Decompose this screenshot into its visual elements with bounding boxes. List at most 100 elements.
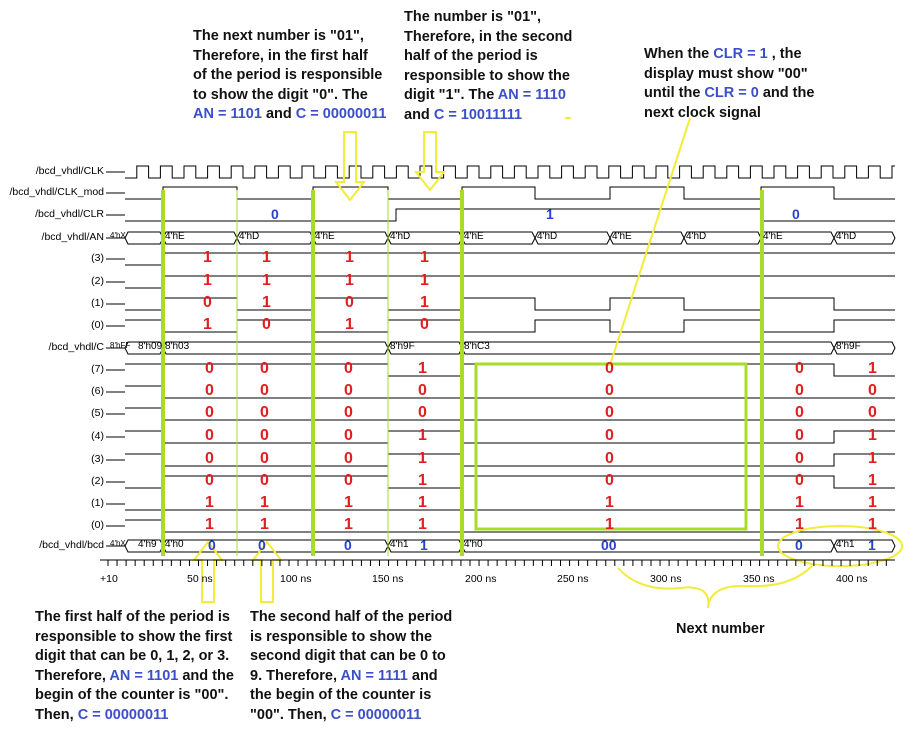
clr-waveform [125,208,895,222]
c-bit2-waveform [125,475,895,489]
c-bit-annotation: 1 [868,472,877,489]
an-bit-annotation: 1 [203,272,212,289]
note-line: When the CLR = 1 , the [644,45,844,65]
signal-label: (3) [91,252,104,264]
and-text: and [404,106,434,123]
note-line: 9. Therefore, AN = 1111 and [250,667,465,687]
text: When the [644,46,714,62]
c-bit-annotation: 0 [868,404,877,421]
c-bit-annotation: 1 [344,494,353,511]
c-bit-annotation: 0 [868,382,877,399]
c-bus-value: 8'h9F [836,341,861,352]
note-line: Then, C = 00000011 [35,706,250,726]
time-axis-label: 250 ns [557,573,589,585]
an-bit0-waveform [125,319,895,333]
c-bit-annotation: 1 [344,516,353,533]
c-bit-annotation: 0 [260,404,269,421]
note-line: The second half of the period [250,609,453,625]
c-bit-annotation: 0 [418,404,427,421]
time-axis-label: 150 ns [372,573,404,585]
c-bit-annotation: 0 [260,360,269,377]
clr-value-annotation: 0 [792,206,800,222]
c-bus-value: 8'h9F [390,341,415,352]
c-bit-annotation: 1 [605,516,614,533]
clr-value-annotation: 1 [546,206,554,222]
note-line: begin of the counter is "00". [35,687,229,703]
note-clr: When the CLR = 1 , the display must show… [644,45,844,123]
c-bit6-waveform [125,385,895,399]
bcd-bus-value: 4'h1 [836,539,855,550]
marker-line [460,190,464,556]
clr-value-annotation: 0 [271,206,279,222]
bcd-value-annotation: 0 [795,537,803,553]
c-bit-annotation: 0 [605,472,614,489]
c-bit-annotation: 1 [868,494,877,511]
note-line: half of the period is [404,48,538,64]
an-bus-value: 4'hD [537,231,558,242]
c-bit-annotation: 0 [205,382,214,399]
c-bit-annotation: 1 [868,360,877,377]
signal-label: (2) [91,475,104,487]
clr-value: CLR = 1 [713,46,768,62]
c-bit4-waveform [125,430,895,444]
c-bit-annotation: 0 [605,382,614,399]
an-bit1-waveform [125,297,895,311]
c-value: C = 00000011 [295,106,387,122]
an-bit-annotation: 1 [203,316,212,333]
c-bit-annotation: 0 [205,427,214,444]
an-bus-segment [124,231,164,245]
signal-label: (4) [91,430,104,442]
an-bit-annotation: 1 [262,272,271,289]
time-axis-label: +10 [100,573,118,585]
c-bit-annotation: 1 [418,472,427,489]
an-bit-annotation: 0 [262,316,271,333]
c-bit-annotation: 0 [795,450,804,467]
note-line: "00". Then, C = 00000011 [250,706,465,726]
clr-value: CLR = 0 [704,85,759,101]
text: Then, [35,706,78,723]
c-bit-annotation: 0 [260,382,269,399]
c-bit-annotation: 0 [344,450,353,467]
note-line: The first half of the period is [35,609,230,625]
c-bit-annotation: 0 [260,450,269,467]
c-bit-annotation: 0 [205,450,214,467]
c-bit-annotation: 1 [205,516,214,533]
signal-label: (1) [91,297,104,309]
c-value: C = 10011111 [433,106,523,123]
time-axis-label: 300 ns [650,573,682,585]
clk-mod-waveform [125,186,895,200]
c-bit-annotation: 1 [418,427,427,444]
signal-label: (6) [91,385,104,397]
next-number-label: Next number [676,621,765,637]
note-line: is responsible to show the [250,628,433,645]
note-line: Therefore, AN = 1101 and the [35,667,250,687]
text: Therefore, [35,667,110,684]
note-line: display must show "00" [644,65,808,82]
c-bit-annotation: 0 [205,404,214,421]
note-line: Therefore, in the first half [193,47,368,64]
note-line: The next number is "01", [193,28,364,44]
digit-text: digit "1". The [404,87,498,103]
an-bus-value: 4'hD [239,231,260,242]
text: , the [767,46,802,62]
note-line: to show the digit "0". The [193,86,368,103]
c-bit-annotation: 0 [795,472,804,489]
an-bus-value: 4'hD [686,231,707,242]
c-bit-annotation: 0 [795,404,804,421]
signal-label: (7) [91,363,104,375]
an-bit-annotation: 1 [345,316,354,333]
c-bit-annotation: 0 [344,427,353,444]
note-line: digit "1". The AN = 1110 [404,86,589,106]
an-bit-annotation: 1 [420,249,429,266]
c-bit-annotation: 1 [868,427,877,444]
bcd-bus-segment [162,539,389,553]
note-line: responsible to show the first [35,628,233,645]
an-bus-value: 4'hX [110,231,126,240]
c-bit-annotation: 1 [795,494,804,511]
marker-line [311,190,315,556]
c-bit-annotation: 1 [418,450,427,467]
time-axis-label: 350 ns [743,573,775,585]
note-second-half-top: The number is "01", Therefore, in the se… [404,8,589,125]
c-value: C = 00000011 [77,706,169,723]
